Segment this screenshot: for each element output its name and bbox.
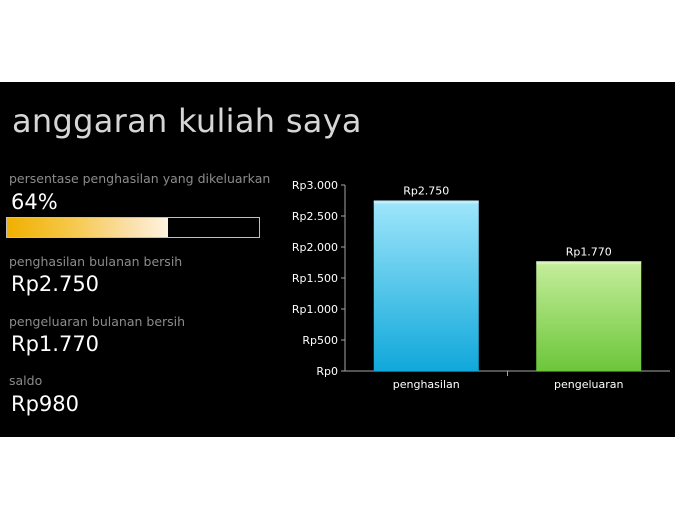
percent-value: 64% [11, 190, 58, 214]
data-label: Rp1.770 [566, 245, 612, 258]
chart-labels: Rp0 Rp500 Rp1.000 Rp1.500 Rp2.000 Rp2.500 Rp3.… [292, 179, 624, 391]
percent-label: persentase penghasilan yang dikeluarkan [9, 171, 271, 186]
bar-pengeluaran-highlight [536, 261, 642, 265]
y-tick-label: Rp500 [302, 334, 338, 347]
data-label: Rp2.750 [403, 185, 449, 198]
expense-value: Rp1.770 [11, 332, 100, 356]
spending-progress-fill [7, 218, 169, 237]
x-tick-label: pengeluaran [554, 378, 624, 391]
x-tick-label: penghasilan [393, 378, 460, 391]
balance-label: saldo [9, 373, 43, 388]
y-tick-label: Rp1.000 [292, 303, 338, 316]
bar-pengeluaran [536, 261, 642, 371]
budget-bar-chart: Rp0 Rp500 Rp1.000 Rp1.500 Rp2.000 Rp2.500 Rp3.… [292, 179, 670, 391]
y-tick-label: Rp3.000 [292, 179, 338, 192]
bar-penghasilan-highlight [373, 200, 479, 204]
spending-progress-bar [6, 217, 260, 238]
y-tick-label: Rp2.000 [292, 241, 338, 254]
y-tick-label: Rp2.500 [292, 210, 338, 223]
chart-bars [373, 200, 642, 371]
expense-label: pengeluaran bulanan bersih [9, 314, 186, 329]
page-title: anggaran kuliah saya [12, 102, 362, 140]
budget-panel: anggaran kuliah saya persentase penghasi… [0, 82, 675, 437]
y-tick-label: Rp0 [316, 365, 338, 378]
income-value: Rp2.750 [11, 272, 100, 296]
income-label: penghasilan bulanan bersih [9, 254, 183, 269]
balance-value: Rp980 [11, 392, 80, 416]
y-tick-label: Rp1.500 [292, 272, 338, 285]
bar-penghasilan [373, 200, 479, 371]
